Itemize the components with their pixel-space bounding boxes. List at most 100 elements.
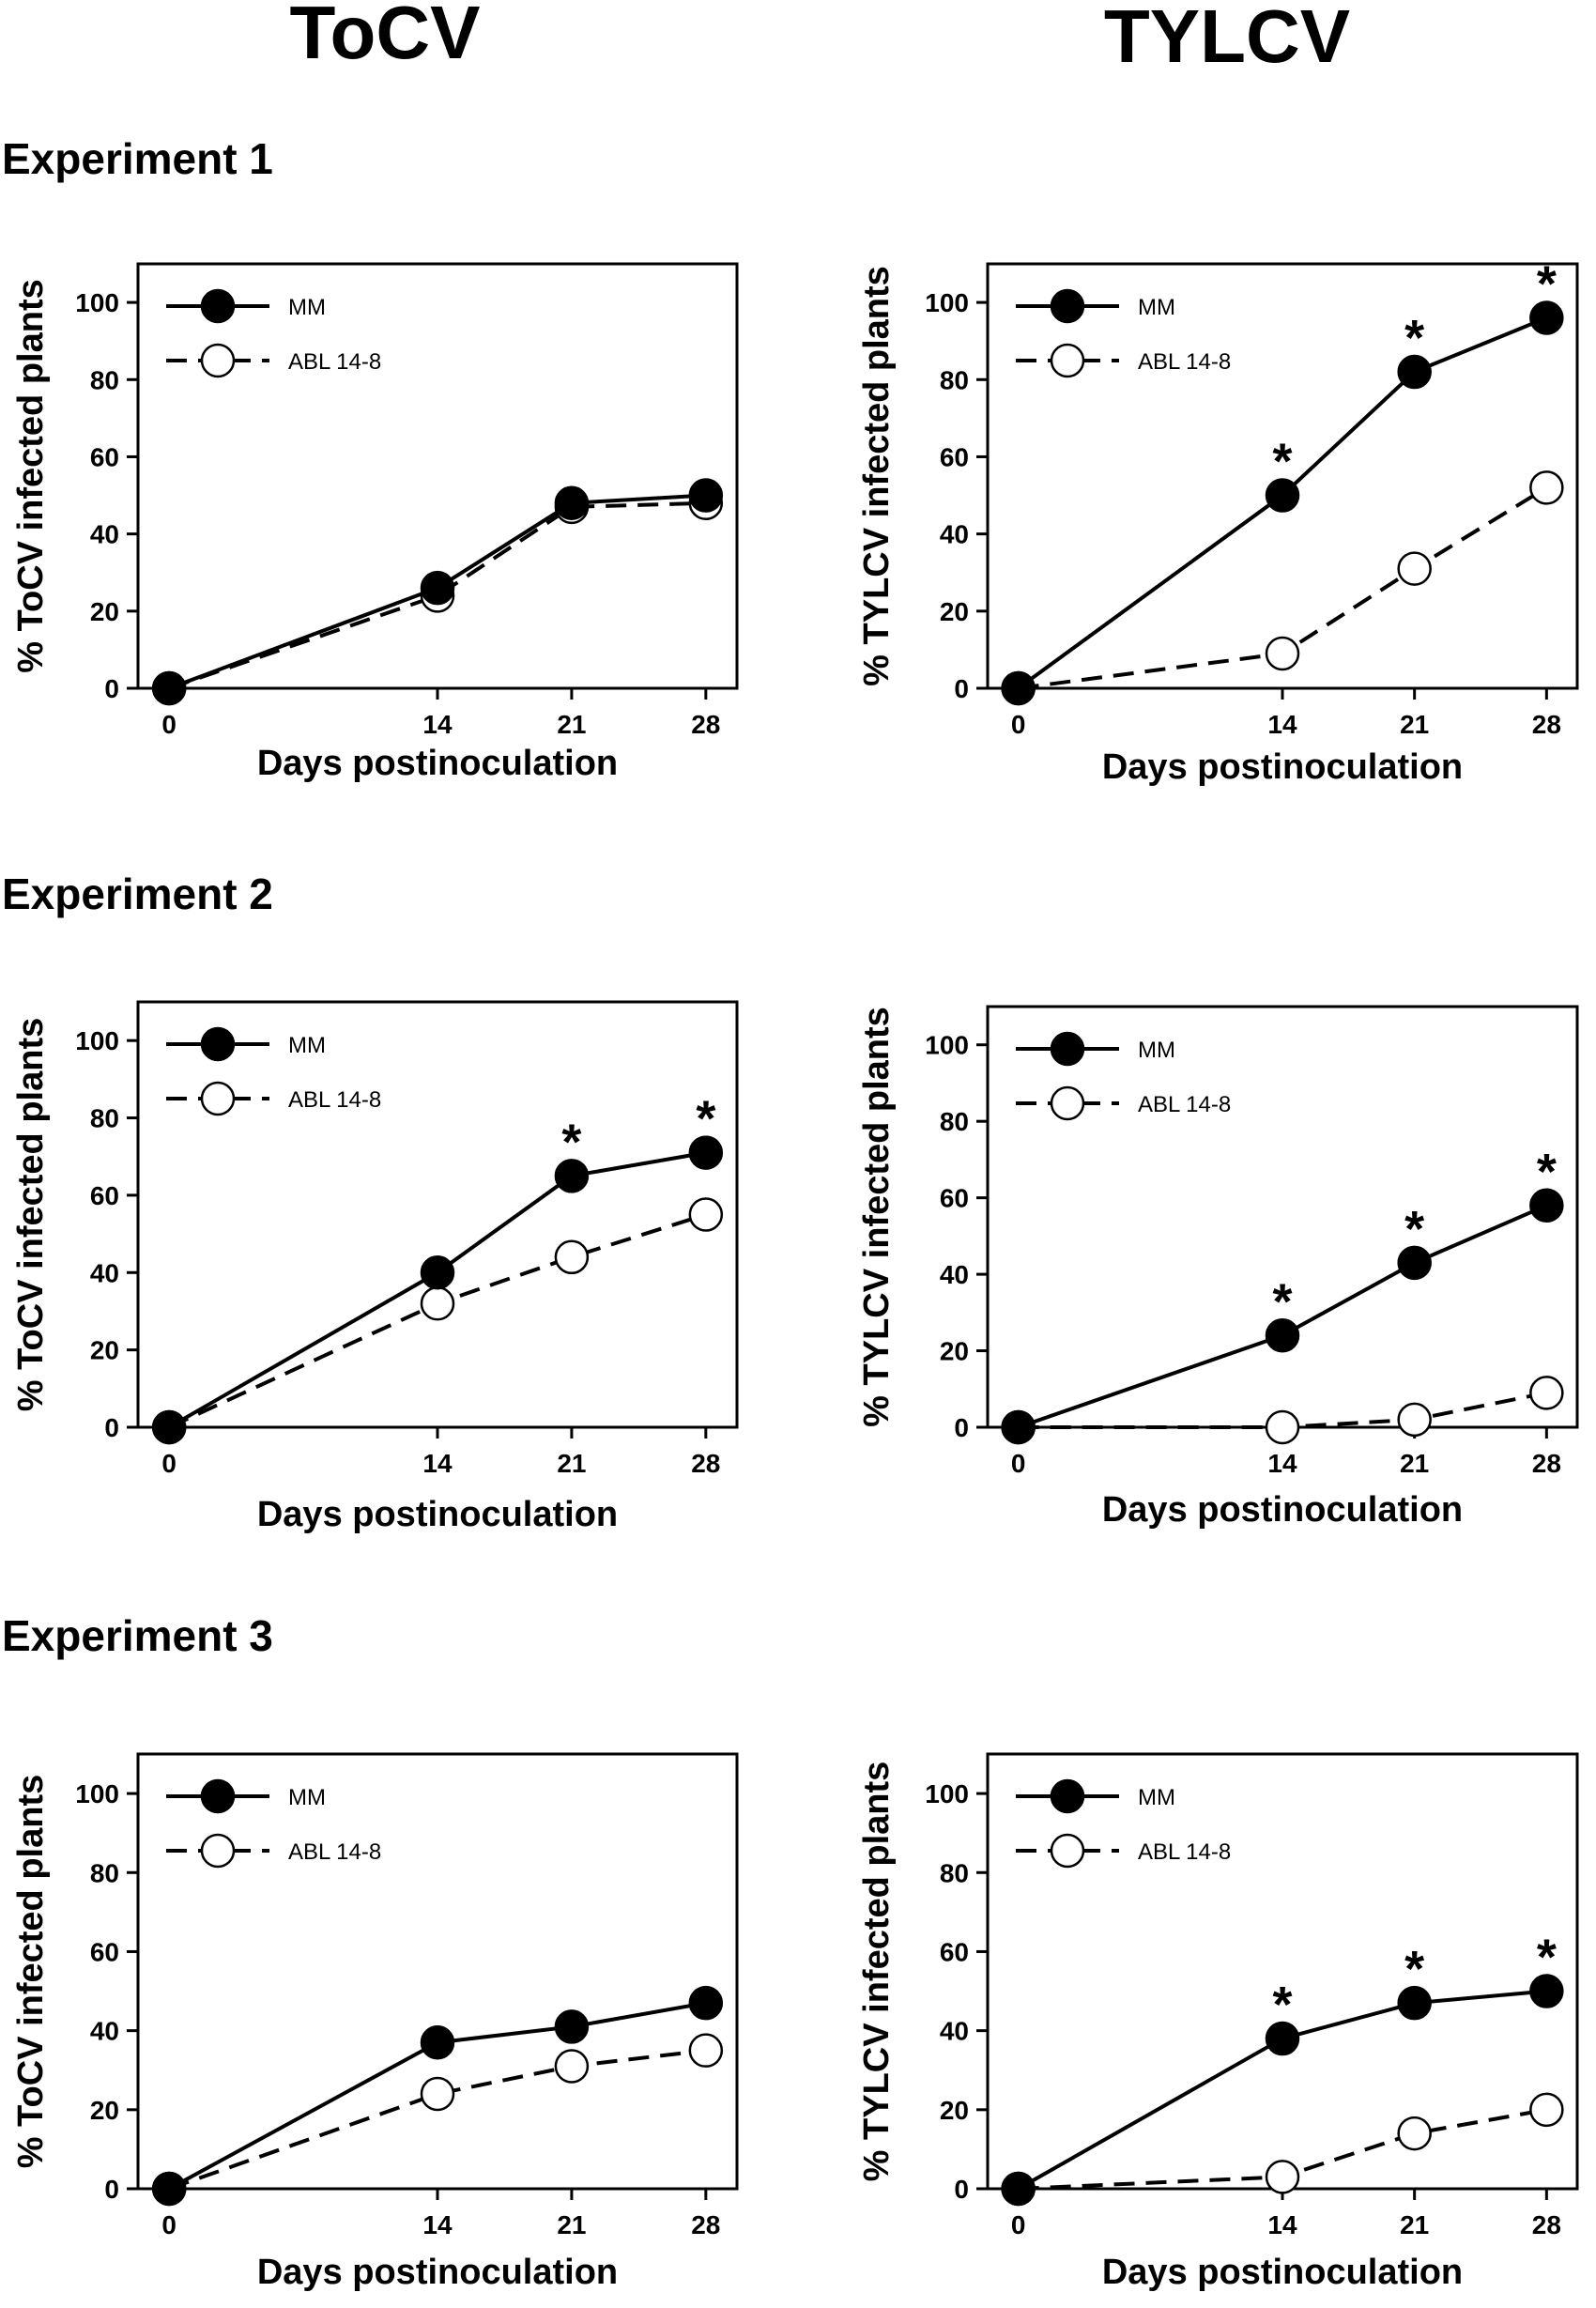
plot-frame: [986, 1005, 1579, 1429]
y-tick-label: 0: [104, 2175, 119, 2204]
x-tick-label: 14: [422, 1449, 453, 1478]
legend-label-abl-14-8: ABL 14-8: [1138, 1839, 1231, 1865]
series-line-abl-14-8: [168, 500, 706, 690]
significance-marker: *: [696, 1091, 715, 1147]
plot-frame: [136, 1000, 739, 1429]
significance-marker: *: [1404, 310, 1424, 366]
legend-marker-abl-14-8: [1050, 343, 1085, 378]
x-tick-label: 0: [1011, 2210, 1026, 2239]
y-tick-label: 60: [940, 1184, 969, 1213]
x-tick-label: 28: [691, 2210, 720, 2239]
data-point-abl-14-8: [1265, 2160, 1300, 2194]
data-point-mm: [1265, 2021, 1300, 2056]
x-tick-label: 28: [691, 1449, 720, 1478]
y-tick-label: 100: [925, 1779, 969, 1808]
experiment-title-1: Experiment 1: [2, 134, 273, 183]
data-point-abl-14-8: [688, 2033, 724, 2068]
y-tick-label: 40: [90, 2017, 119, 2046]
x-axis-label: Days postinoculation: [1102, 747, 1463, 787]
data-point-abl-14-8: [1265, 636, 1300, 671]
data-point-mm: [151, 670, 187, 706]
data-point-abl-14-8: [1265, 1409, 1300, 1445]
y-axis-label: % ToCV infected plants: [11, 1775, 51, 2168]
series-line-mm: [1017, 1989, 1547, 2191]
chart-exp1-tocv: 0 20 40 60 80 100 0 14 21 28 Days postinoculation%…: [11, 262, 739, 783]
data-point-abl-14-8: [554, 1239, 590, 1275]
column-title-tylcv: TYLCV: [1104, 0, 1350, 78]
y-tick-label: 100: [925, 288, 969, 317]
series-line-mm: [168, 1150, 707, 1429]
y-axis-label: % ToCV infected plants: [11, 1018, 51, 1411]
y-tick-label: 20: [940, 2096, 969, 2125]
y-tick-label: 60: [90, 1181, 119, 1210]
data-point-mm: [420, 570, 455, 606]
data-point-abl-14-8: [1397, 1402, 1432, 1438]
x-tick-label: 21: [557, 2210, 586, 2239]
series-line-abl-14-8: [168, 1212, 707, 1429]
experiment-title-2: Experiment 2: [2, 869, 273, 918]
y-tick-label: 20: [940, 597, 969, 626]
series-line-mm: [168, 493, 706, 690]
y-axis-label: % TYLCV infected plants: [857, 1007, 897, 1427]
y-tick-label: 60: [90, 442, 119, 471]
plot-frame: [986, 1752, 1579, 2191]
legend-label-abl-14-8: ABL 14-8: [288, 1839, 381, 1865]
y-tick-label: 40: [90, 520, 119, 549]
y-tick-label: 60: [90, 1937, 119, 1966]
y-tick-label: 80: [90, 365, 119, 394]
legend-label-mm: MM: [288, 1785, 326, 1810]
data-point-mm: [420, 1255, 455, 1290]
plot-frame: [136, 1752, 739, 2191]
y-tick-label: 20: [90, 2096, 119, 2125]
significance-marker: *: [561, 1114, 581, 1170]
legend-marker-mm: [1050, 288, 1085, 324]
legend-marker-abl-14-8: [200, 1833, 236, 1869]
y-tick-label: 100: [75, 1026, 119, 1055]
y-tick-label: 100: [75, 1779, 119, 1808]
x-tick-label: 0: [1011, 710, 1026, 739]
data-point-mm: [1001, 1409, 1036, 1445]
data-point-mm: [151, 1409, 187, 1445]
column-title-tocv: ToCV: [290, 0, 481, 74]
data-point-mm: [1397, 1985, 1432, 2021]
y-tick-label: 80: [90, 1858, 119, 1887]
significance-marker: *: [1272, 1977, 1292, 2033]
chart-exp1-tylcv: 0 20 40 60 80 100 0 14 21 28 Days postinoculation%…: [857, 256, 1579, 787]
x-tick-label: 28: [691, 710, 720, 739]
y-tick-label: 0: [954, 674, 969, 703]
legend-marker-mm: [200, 288, 236, 324]
significance-marker: *: [1404, 1201, 1424, 1257]
data-point-mm: [1001, 2171, 1036, 2207]
series-line-abl-14-8: [1018, 1391, 1547, 1429]
y-tick-label: 80: [940, 1858, 969, 1887]
y-tick-label: 40: [90, 1258, 119, 1287]
significance-marker: *: [1537, 1144, 1557, 1200]
y-tick-label: 20: [940, 1337, 969, 1366]
legend-label-abl-14-8: ABL 14-8: [1138, 349, 1231, 375]
significance-marker: *: [1537, 1930, 1557, 1986]
x-axis-label: Days postinoculation: [1102, 1490, 1463, 1530]
y-tick-label: 40: [940, 1260, 969, 1289]
data-point-mm: [420, 2025, 455, 2060]
data-point-abl-14-8: [1529, 2092, 1564, 2128]
data-point-abl-14-8: [1529, 470, 1564, 505]
x-axis-label: Days postinoculation: [257, 744, 618, 783]
y-tick-label: 80: [940, 365, 969, 394]
legend-label-mm: MM: [1138, 295, 1175, 320]
y-tick-label: 100: [925, 1031, 969, 1060]
chart-exp3-tylcv: 0 20 40 60 80 100 0 14 21 28 Days postinoculation%…: [857, 1752, 1579, 2292]
series-line-abl-14-8: [1018, 2107, 1547, 2191]
legend-label-abl-14-8: ABL 14-8: [1138, 1092, 1231, 1117]
y-tick-label: 40: [940, 2017, 969, 2046]
x-tick-label: 14: [422, 2210, 453, 2239]
plot-frame: [136, 262, 739, 690]
significance-marker: *: [1404, 1941, 1424, 1997]
x-tick-label: 0: [161, 710, 176, 739]
y-tick-label: 60: [940, 1937, 969, 1966]
y-tick-label: 60: [940, 442, 969, 471]
chart-exp2-tocv: 0 20 40 60 80 100 0 14 21 28 Days postinoculation%…: [11, 1000, 739, 1534]
y-tick-label: 20: [90, 597, 119, 626]
x-axis-label: Days postinoculation: [1102, 2253, 1463, 2292]
chart-exp3-tocv: 0 20 40 60 80 100 0 14 21 28 Days postinoculation%…: [11, 1752, 739, 2292]
